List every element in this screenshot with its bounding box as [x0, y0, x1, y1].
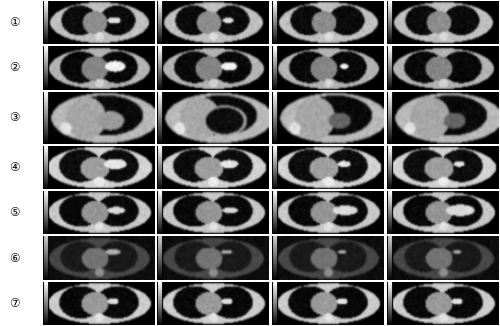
Text: ⑥: ⑥ — [9, 252, 20, 265]
Text: ①: ① — [9, 16, 20, 29]
Text: ⑤: ⑤ — [9, 206, 20, 219]
Text: ⑦: ⑦ — [9, 297, 20, 310]
Text: ③: ③ — [9, 111, 20, 124]
Text: ④: ④ — [9, 161, 20, 174]
Text: ②: ② — [9, 61, 20, 74]
